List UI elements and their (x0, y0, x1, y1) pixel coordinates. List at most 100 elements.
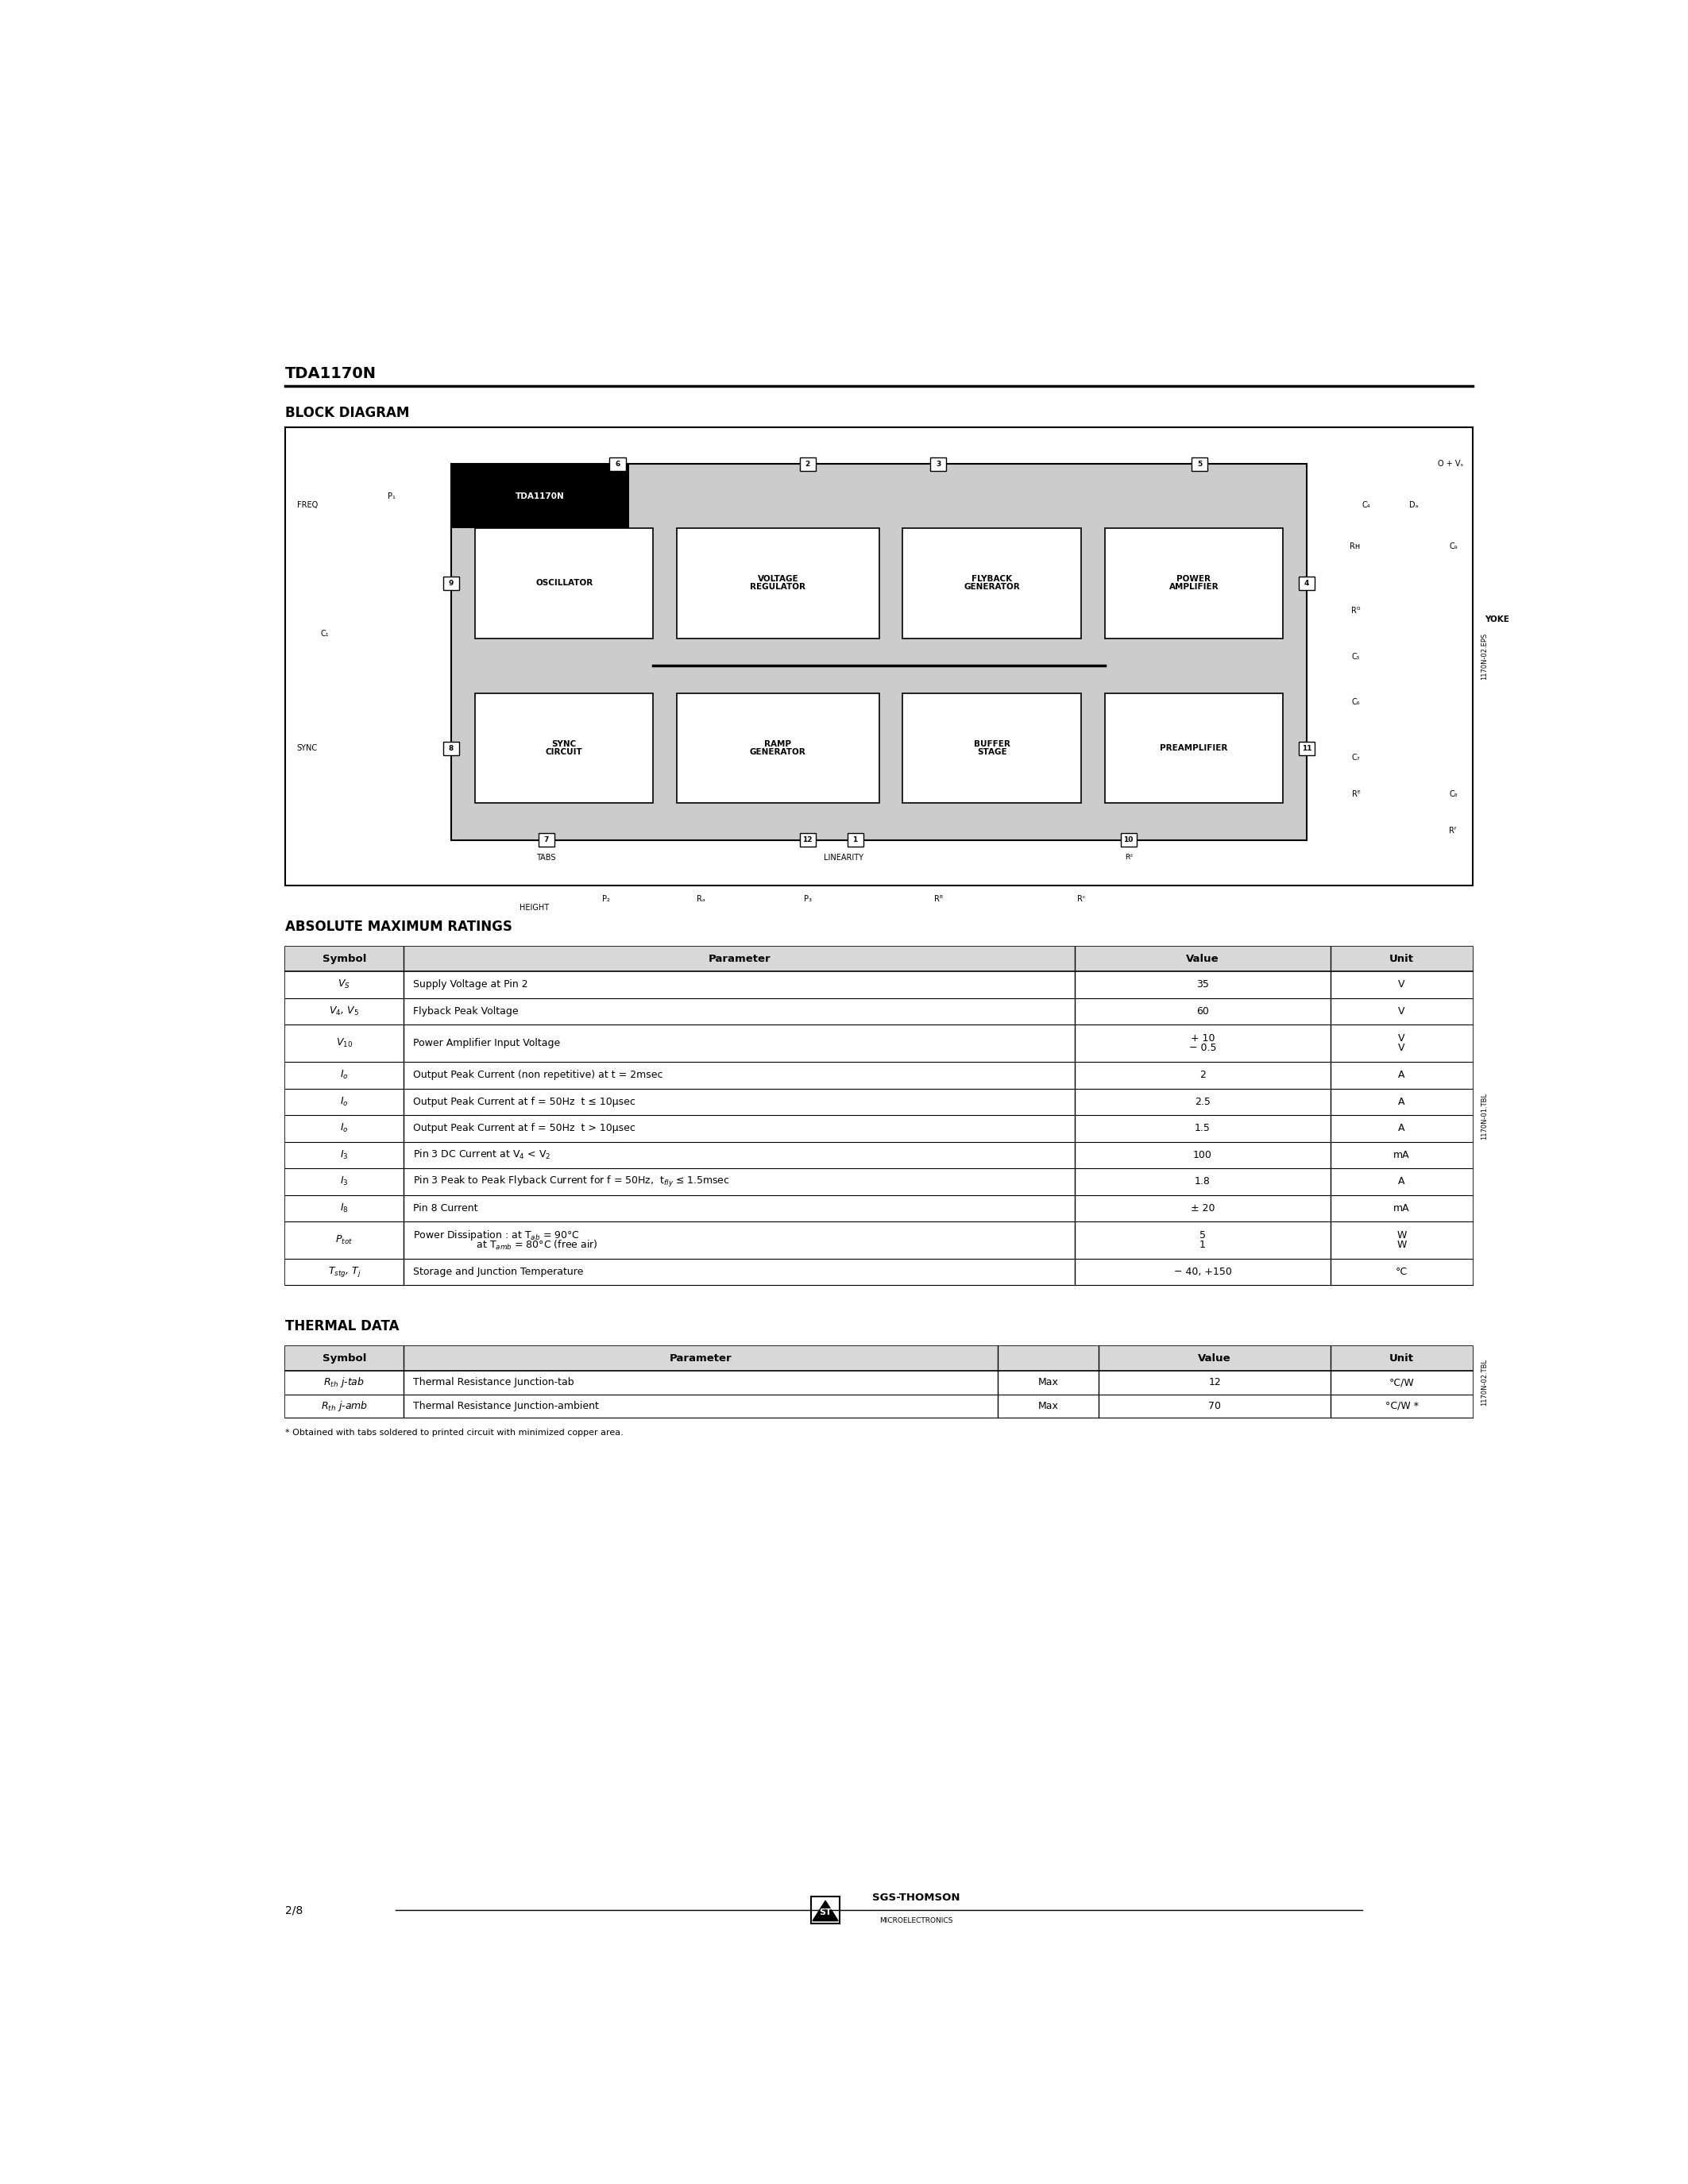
Text: V: V (1398, 1044, 1404, 1053)
Bar (677, 692, 879, 804)
Text: V$_{10}$: V$_{10}$ (336, 1037, 353, 1048)
Text: SYNC: SYNC (552, 740, 577, 749)
Bar (677, 529, 879, 638)
Text: SYNC: SYNC (297, 745, 317, 751)
Bar (285, 428, 1474, 887)
Bar (1298, 743, 1315, 756)
Text: °C/W *: °C/W * (1386, 1400, 1418, 1411)
Bar (451, 463, 1307, 841)
Text: 100: 100 (1193, 1149, 1212, 1160)
Text: GENERATOR: GENERATOR (964, 583, 1020, 592)
Text: 11: 11 (1301, 745, 1312, 751)
Text: Power Amplifier Input Voltage: Power Amplifier Input Voltage (414, 1037, 560, 1048)
Text: THERMAL DATA: THERMAL DATA (285, 1319, 398, 1332)
Text: P$_{tot}$: P$_{tot}$ (336, 1234, 353, 1247)
Bar (800, 834, 815, 847)
Text: °C: °C (1396, 1267, 1408, 1278)
Bar (800, 456, 815, 470)
Text: V: V (1398, 1007, 1404, 1016)
Text: 35: 35 (1197, 981, 1209, 989)
Text: I$_3$: I$_3$ (339, 1149, 348, 1162)
Text: FLYBACK: FLYBACK (972, 574, 1013, 583)
Bar (285, 948, 1474, 1286)
Bar (930, 456, 947, 470)
Text: Dₐ: Dₐ (1409, 500, 1418, 509)
Text: Flyback Peak Voltage: Flyback Peak Voltage (414, 1007, 518, 1016)
Text: C₁: C₁ (321, 629, 329, 638)
Text: 70: 70 (1209, 1400, 1220, 1411)
Text: + 10: + 10 (1190, 1033, 1215, 1044)
Text: P₃: P₃ (803, 895, 812, 902)
Text: Value: Value (1187, 954, 1219, 965)
Text: 1.8: 1.8 (1195, 1177, 1210, 1186)
Bar (444, 577, 459, 590)
Text: 1.5: 1.5 (1195, 1123, 1210, 1133)
Text: W: W (1398, 1241, 1406, 1249)
Text: TDA1170N: TDA1170N (285, 367, 376, 382)
Text: 2/8: 2/8 (285, 1904, 302, 1915)
Text: I$_8$: I$_8$ (339, 1201, 349, 1214)
Bar (285, 1088, 1474, 1116)
Text: VOLTAGE: VOLTAGE (758, 574, 798, 583)
Bar (285, 1258, 1474, 1286)
Text: 1170N-01.TBL: 1170N-01.TBL (1480, 1092, 1487, 1140)
Bar (812, 1896, 839, 1924)
Text: Rᴳ: Rᴳ (1350, 607, 1361, 614)
Text: I$_o$: I$_o$ (339, 1070, 348, 1081)
Text: AMPLIFIER: AMPLIFIER (1168, 583, 1219, 592)
Text: Thermal Resistance Junction-ambient: Thermal Resistance Junction-ambient (414, 1400, 599, 1411)
Text: TDA1170N: TDA1170N (517, 491, 565, 500)
Text: Rᵈ: Rᵈ (1124, 854, 1133, 860)
Text: Supply Voltage at Pin 2: Supply Voltage at Pin 2 (414, 981, 528, 989)
Bar (285, 972, 1474, 998)
Text: C₆: C₆ (1352, 699, 1361, 705)
Text: HEIGHT: HEIGHT (520, 904, 549, 913)
Text: 5: 5 (1200, 1230, 1205, 1241)
Polygon shape (812, 1900, 839, 1922)
Bar (285, 1372, 1474, 1393)
Bar (538, 834, 554, 847)
Text: I$_o$: I$_o$ (339, 1123, 348, 1133)
Text: 10: 10 (1124, 836, 1133, 843)
Bar (1298, 577, 1315, 590)
Text: 4: 4 (1305, 579, 1310, 587)
Text: R$_{th}$ j-amb: R$_{th}$ j-amb (321, 1400, 368, 1413)
Text: °C/W: °C/W (1389, 1378, 1415, 1387)
Bar (285, 1221, 1474, 1258)
Bar (285, 1168, 1474, 1195)
Text: YOKE: YOKE (1485, 616, 1509, 625)
Text: LINEARITY: LINEARITY (824, 854, 863, 863)
Text: Rᶠ: Rᶠ (1450, 828, 1457, 834)
Text: MICROELECTRONICS: MICROELECTRONICS (879, 1918, 952, 1924)
Bar (285, 1142, 1474, 1168)
Text: PREAMPLIFIER: PREAMPLIFIER (1160, 745, 1227, 751)
Text: OSCILLATOR: OSCILLATOR (535, 579, 592, 587)
Text: Max: Max (1038, 1400, 1058, 1411)
Text: Power Dissipation : at T$_{ab}$ = 90°C: Power Dissipation : at T$_{ab}$ = 90°C (414, 1227, 579, 1243)
Text: I$_o$: I$_o$ (339, 1096, 348, 1107)
Text: I$_3$: I$_3$ (339, 1175, 348, 1188)
Text: Storage and Junction Temperature: Storage and Junction Temperature (414, 1267, 584, 1278)
Text: Pin 8 Current: Pin 8 Current (414, 1203, 478, 1214)
Text: 9: 9 (449, 579, 454, 587)
Text: 5: 5 (1197, 461, 1202, 467)
Text: BUFFER: BUFFER (974, 740, 1009, 749)
Text: Rᶜ: Rᶜ (1077, 895, 1085, 902)
Text: TABS: TABS (537, 854, 555, 863)
Bar (903, 529, 1080, 638)
Text: 12: 12 (1209, 1378, 1220, 1387)
Bar (285, 1348, 1474, 1417)
Bar (474, 692, 653, 804)
Text: 60: 60 (1197, 1007, 1209, 1016)
Text: SGS-THOMSON: SGS-THOMSON (873, 1894, 960, 1902)
Bar (285, 998, 1474, 1024)
Text: STAGE: STAGE (977, 749, 1006, 756)
Bar (451, 463, 630, 529)
Text: mA: mA (1394, 1149, 1409, 1160)
Text: T$_{stg}$, T$_j$: T$_{stg}$, T$_j$ (327, 1265, 361, 1280)
Bar (451, 463, 1307, 841)
Text: Rₐ: Rₐ (697, 895, 706, 902)
Text: V$_4$, V$_5$: V$_4$, V$_5$ (329, 1005, 360, 1018)
Text: GENERATOR: GENERATOR (749, 749, 807, 756)
Text: * Obtained with tabs soldered to printed circuit with minimized copper area.: * Obtained with tabs soldered to printed… (285, 1428, 623, 1437)
